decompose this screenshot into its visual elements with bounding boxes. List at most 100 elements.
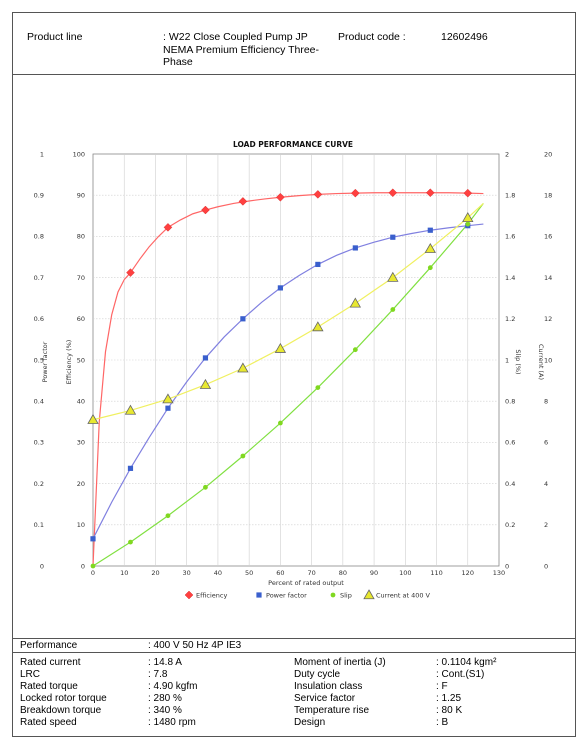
power-factor-curve: [92, 223, 484, 540]
product-code-label: Product code :: [338, 31, 406, 43]
power-factor-tick-label: 0.5: [34, 356, 44, 364]
current-tick-label: 4: [544, 480, 548, 488]
slip-tick-label: 0.2: [505, 521, 515, 529]
spec-label: Locked rotor torque: [20, 693, 107, 704]
power-factor-tick-label: 0.1: [34, 521, 44, 529]
power-factor-point: [352, 245, 358, 251]
current-point: [312, 321, 324, 332]
power-factor-tick-label: 0.8: [34, 233, 44, 241]
current-tick-label: 2: [544, 521, 548, 529]
slip-tick-label: 1.4: [505, 274, 515, 282]
slip-point: [352, 347, 358, 353]
legend-label-power-factor: Power factor: [266, 591, 307, 599]
specs-table: Rated current : 14.8 A LRC : 7.8 Rated t…: [13, 654, 575, 738]
efficiency-tick-label: 0: [81, 562, 85, 570]
spec-label: Insulation class: [294, 681, 363, 692]
slip-point: [315, 385, 321, 391]
current-tick-label: 8: [544, 398, 548, 406]
slip-tick-label: 0.6: [505, 439, 515, 447]
spec-label: Service factor: [294, 693, 356, 704]
efficiency-point: [313, 190, 323, 199]
power-factor-tick-label: 0.9: [34, 192, 44, 200]
current-point: [387, 271, 399, 282]
power-factor-tick-label: 0.4: [34, 398, 44, 406]
product-line-value-1: : W22 Close Coupled Pump JP: [163, 31, 308, 43]
spec-label: LRC: [20, 669, 41, 680]
slip-point: [165, 513, 171, 519]
power-factor-point: [427, 227, 433, 233]
power-factor-tick-label: 0.3: [34, 439, 44, 447]
slip-point: [203, 484, 208, 490]
legend-marker-current: [363, 589, 375, 600]
power-factor-point: [90, 536, 96, 542]
x-tick-label: 130: [493, 569, 505, 577]
efficiency-tick-label: 100: [73, 150, 85, 158]
slip-point: [465, 221, 471, 227]
x-tick-label: 70: [307, 569, 315, 577]
power-factor-point: [390, 234, 396, 240]
spec-value: : 14.8 A: [148, 657, 182, 668]
efficiency-tick-label: 10: [77, 521, 85, 529]
chart-title: LOAD PERFORMANCE CURVE: [233, 140, 353, 149]
current-point: [199, 378, 212, 389]
efficiency-point: [238, 197, 248, 206]
power-factor-tick-label: 0.2: [34, 480, 44, 488]
x-tick-label: 80: [339, 569, 347, 577]
power-factor-point: [165, 405, 171, 411]
efficiency-tick-label: 80: [77, 233, 85, 241]
current-tick-label: 10: [544, 356, 552, 364]
spec-value: : 280 %: [148, 693, 182, 704]
product-code-value: 12602496: [441, 31, 488, 43]
x-tick-label: 50: [245, 569, 253, 577]
x-tick-label: 90: [370, 569, 378, 577]
current-tick-label: 0: [544, 562, 548, 570]
performance-row: Performance : 400 V 50 Hz 4P IE3: [13, 639, 575, 653]
slip-point: [277, 420, 283, 426]
x-tick-label: 20: [151, 569, 159, 577]
spec-label: Moment of inertia (J): [294, 657, 386, 668]
current-curve: [92, 202, 484, 421]
slip-point: [90, 563, 96, 569]
slip-tick-label: 1: [505, 356, 509, 364]
spec-label: Rated current: [20, 657, 81, 668]
current-tick-label: 6: [544, 439, 548, 447]
spec-value: : 1480 rpm: [148, 717, 196, 728]
plot-frame: [92, 153, 500, 567]
power-factor-tick-label: 0: [40, 562, 44, 570]
slip-point: [427, 265, 433, 271]
efficiency-tick-label: 30: [77, 439, 85, 447]
efficiency-point: [163, 223, 173, 232]
efficiency-tick-label: 50: [77, 356, 85, 364]
performance-label: Performance: [20, 640, 78, 651]
current-point: [462, 212, 474, 223]
chart-legend: Efficiency Power factor Slip Current at 400…: [184, 589, 431, 600]
spec-value: : 1.25: [436, 693, 462, 704]
y-axis-label-current: Current (A): [537, 344, 545, 380]
x-tick-label: 100: [399, 569, 411, 577]
spec-label: Temperature rise: [294, 705, 370, 716]
power-factor-point: [315, 261, 321, 268]
efficiency-tick-label: 70: [77, 274, 85, 282]
efficiency-point: [426, 188, 435, 198]
y-axis-label-slip: Slip (%): [514, 349, 522, 374]
slip-point: [240, 453, 246, 459]
x-tick-label: 110: [430, 569, 442, 577]
spec-value: : 80 K: [436, 705, 463, 716]
spec-value: : 7.8: [148, 669, 168, 680]
x-tick-label: 120: [462, 569, 474, 577]
legend-label-slip: Slip: [340, 591, 352, 599]
current-point: [87, 413, 99, 424]
slip-tick-label: 0.4: [505, 480, 515, 488]
efficiency-tick-label: 40: [77, 398, 85, 406]
product-line-value-3: Phase: [163, 56, 193, 68]
product-line-value-2: NEMA Premium Efficiency Three-: [163, 43, 319, 56]
current-point: [424, 242, 436, 253]
current-tick-label: 20: [544, 150, 552, 158]
slip-point: [390, 307, 396, 312]
current-tick-label: 16: [544, 233, 552, 241]
slip-tick-label: 1.2: [505, 315, 515, 323]
efficiency-point: [276, 192, 285, 202]
legend-marker-slip: [330, 592, 336, 598]
power-factor-tick-label: 0.6: [34, 315, 44, 323]
